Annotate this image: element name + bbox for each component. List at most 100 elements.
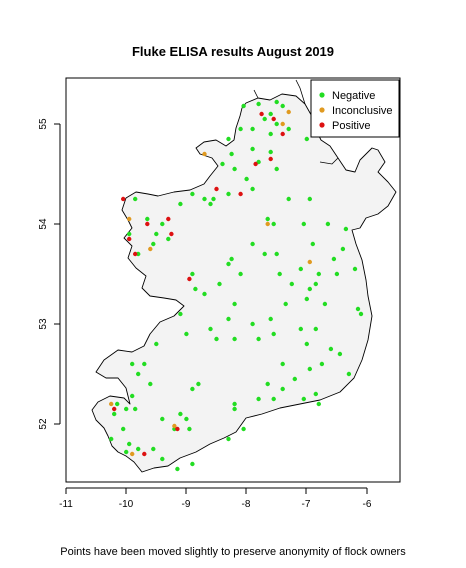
point-negative xyxy=(313,391,318,397)
point-negative xyxy=(283,301,288,307)
point-negative xyxy=(208,201,213,207)
y-axis: 52 53 54 55 xyxy=(38,118,61,430)
x-tick-label: -7 xyxy=(302,499,311,510)
point-negative xyxy=(256,336,261,342)
point-negative xyxy=(127,441,132,447)
x-tick-label: -10 xyxy=(119,499,134,510)
legend-label-negative: Negative xyxy=(332,90,375,102)
point-negative xyxy=(307,196,312,202)
point-positive xyxy=(259,111,264,117)
point-positive xyxy=(271,116,276,122)
point-negative xyxy=(127,231,132,237)
point-negative xyxy=(196,381,201,387)
point-negative xyxy=(217,281,222,287)
point-positive xyxy=(142,451,147,457)
point-negative xyxy=(292,376,297,382)
point-negative xyxy=(328,346,334,352)
point-negative xyxy=(193,286,198,292)
point-negative xyxy=(166,236,171,242)
point-negative xyxy=(280,103,285,109)
point-negative xyxy=(187,426,192,432)
point-inconclusive xyxy=(130,451,135,457)
point-negative xyxy=(358,311,364,317)
point-negative xyxy=(310,241,315,247)
point-negative xyxy=(352,266,358,272)
point-negative xyxy=(115,401,120,407)
point-positive xyxy=(121,196,126,202)
point-negative xyxy=(304,296,309,302)
point-negative xyxy=(121,426,126,432)
point-negative xyxy=(238,271,243,277)
point-negative xyxy=(265,216,270,222)
y-tick-label: 54 xyxy=(38,218,49,230)
point-negative xyxy=(262,251,267,257)
point-negative xyxy=(208,326,213,332)
legend: Negative Inconclusive Positive xyxy=(310,79,400,138)
point-negative xyxy=(154,231,159,237)
point-negative xyxy=(274,166,279,172)
point-negative xyxy=(232,406,237,412)
point-negative xyxy=(322,301,328,307)
point-negative xyxy=(160,416,165,422)
point-negative xyxy=(268,111,273,117)
point-negative xyxy=(313,326,318,332)
point-negative xyxy=(133,196,138,202)
point-negative xyxy=(112,411,117,417)
point-positive xyxy=(127,236,132,242)
point-negative xyxy=(136,371,141,377)
point-negative xyxy=(214,336,219,342)
point-negative xyxy=(307,366,312,372)
point-positive xyxy=(280,131,285,137)
point-negative xyxy=(226,261,231,267)
chart-title: Fluke ELISA results August 2019 xyxy=(132,44,334,59)
point-negative xyxy=(280,386,285,392)
point-negative xyxy=(148,381,153,387)
point-positive xyxy=(133,251,138,257)
ireland-landmass xyxy=(91,93,397,473)
point-negative xyxy=(343,226,349,232)
point-negative xyxy=(274,251,279,257)
point-positive xyxy=(112,406,117,412)
point-negative xyxy=(319,361,325,367)
point-negative xyxy=(202,196,207,202)
point-negative xyxy=(307,286,312,292)
point-negative xyxy=(151,241,156,247)
point-inconclusive xyxy=(286,109,291,115)
point-negative xyxy=(337,351,343,357)
point-negative xyxy=(331,256,337,262)
point-inconclusive xyxy=(280,121,285,127)
point-negative xyxy=(289,281,294,287)
point-negative xyxy=(274,121,279,127)
x-tick-label: -9 xyxy=(182,499,191,510)
point-negative xyxy=(277,271,282,277)
point-negative xyxy=(250,126,255,132)
point-negative xyxy=(124,406,129,412)
point-negative xyxy=(124,449,129,455)
point-negative xyxy=(229,151,234,157)
y-tick-label: 53 xyxy=(38,318,49,330)
point-negative xyxy=(136,446,141,452)
point-negative xyxy=(154,341,159,347)
point-negative xyxy=(244,176,249,182)
point-negative xyxy=(286,196,291,202)
point-negative xyxy=(250,146,255,152)
point-negative xyxy=(178,311,183,317)
point-negative xyxy=(325,221,331,227)
point-negative xyxy=(355,306,361,312)
point-negative xyxy=(133,406,138,412)
point-negative xyxy=(268,316,273,322)
northern-coast-detail xyxy=(253,79,339,165)
legend-box xyxy=(310,79,400,138)
legend-marker-positive xyxy=(319,122,325,128)
point-negative xyxy=(268,131,273,137)
point-negative xyxy=(298,326,303,332)
point-negative xyxy=(346,371,352,377)
point-negative xyxy=(271,396,276,402)
point-negative xyxy=(238,126,243,132)
point-positive xyxy=(169,231,174,237)
point-negative xyxy=(301,221,306,227)
point-negative xyxy=(271,331,276,337)
chart-caption: Points have been moved slightly to prese… xyxy=(60,546,406,558)
point-inconclusive xyxy=(172,423,177,429)
point-negative xyxy=(304,341,309,347)
